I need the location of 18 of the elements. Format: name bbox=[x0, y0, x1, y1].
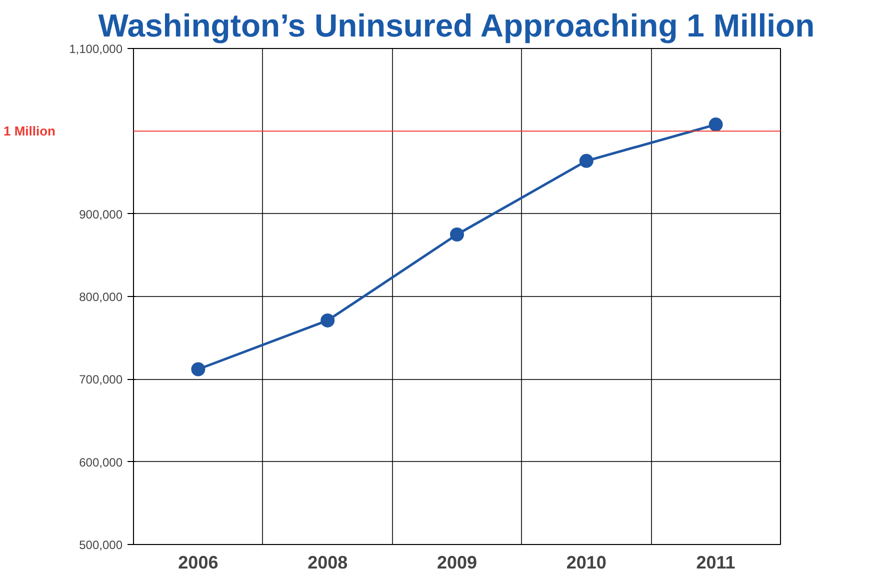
x-tick-label: 2008 bbox=[308, 552, 348, 572]
x-tick-label: 2009 bbox=[436, 552, 478, 572]
point bbox=[320, 313, 335, 328]
x-tick-label: 2010 bbox=[566, 552, 606, 572]
point bbox=[708, 118, 723, 132]
y-tick-label: 800,000 bbox=[79, 290, 123, 304]
point bbox=[191, 362, 206, 376]
y-tick-label: 600,000 bbox=[79, 455, 123, 470]
x-tick-label: 2006 bbox=[178, 552, 218, 572]
y-tick-label: 900,000 bbox=[79, 207, 123, 222]
y-tick-label: 1,100,000 bbox=[69, 42, 123, 56]
point bbox=[579, 154, 594, 168]
y-tick-label: 500,000 bbox=[79, 538, 123, 552]
point bbox=[450, 228, 464, 242]
y-tick-label: 700,000 bbox=[79, 372, 123, 387]
ref-line-label: 1 Million bbox=[4, 124, 56, 139]
x-tick-label: 2011 bbox=[696, 552, 736, 572]
chart-title: Washington’s Uninsured Approaching 1 Million bbox=[98, 8, 815, 44]
